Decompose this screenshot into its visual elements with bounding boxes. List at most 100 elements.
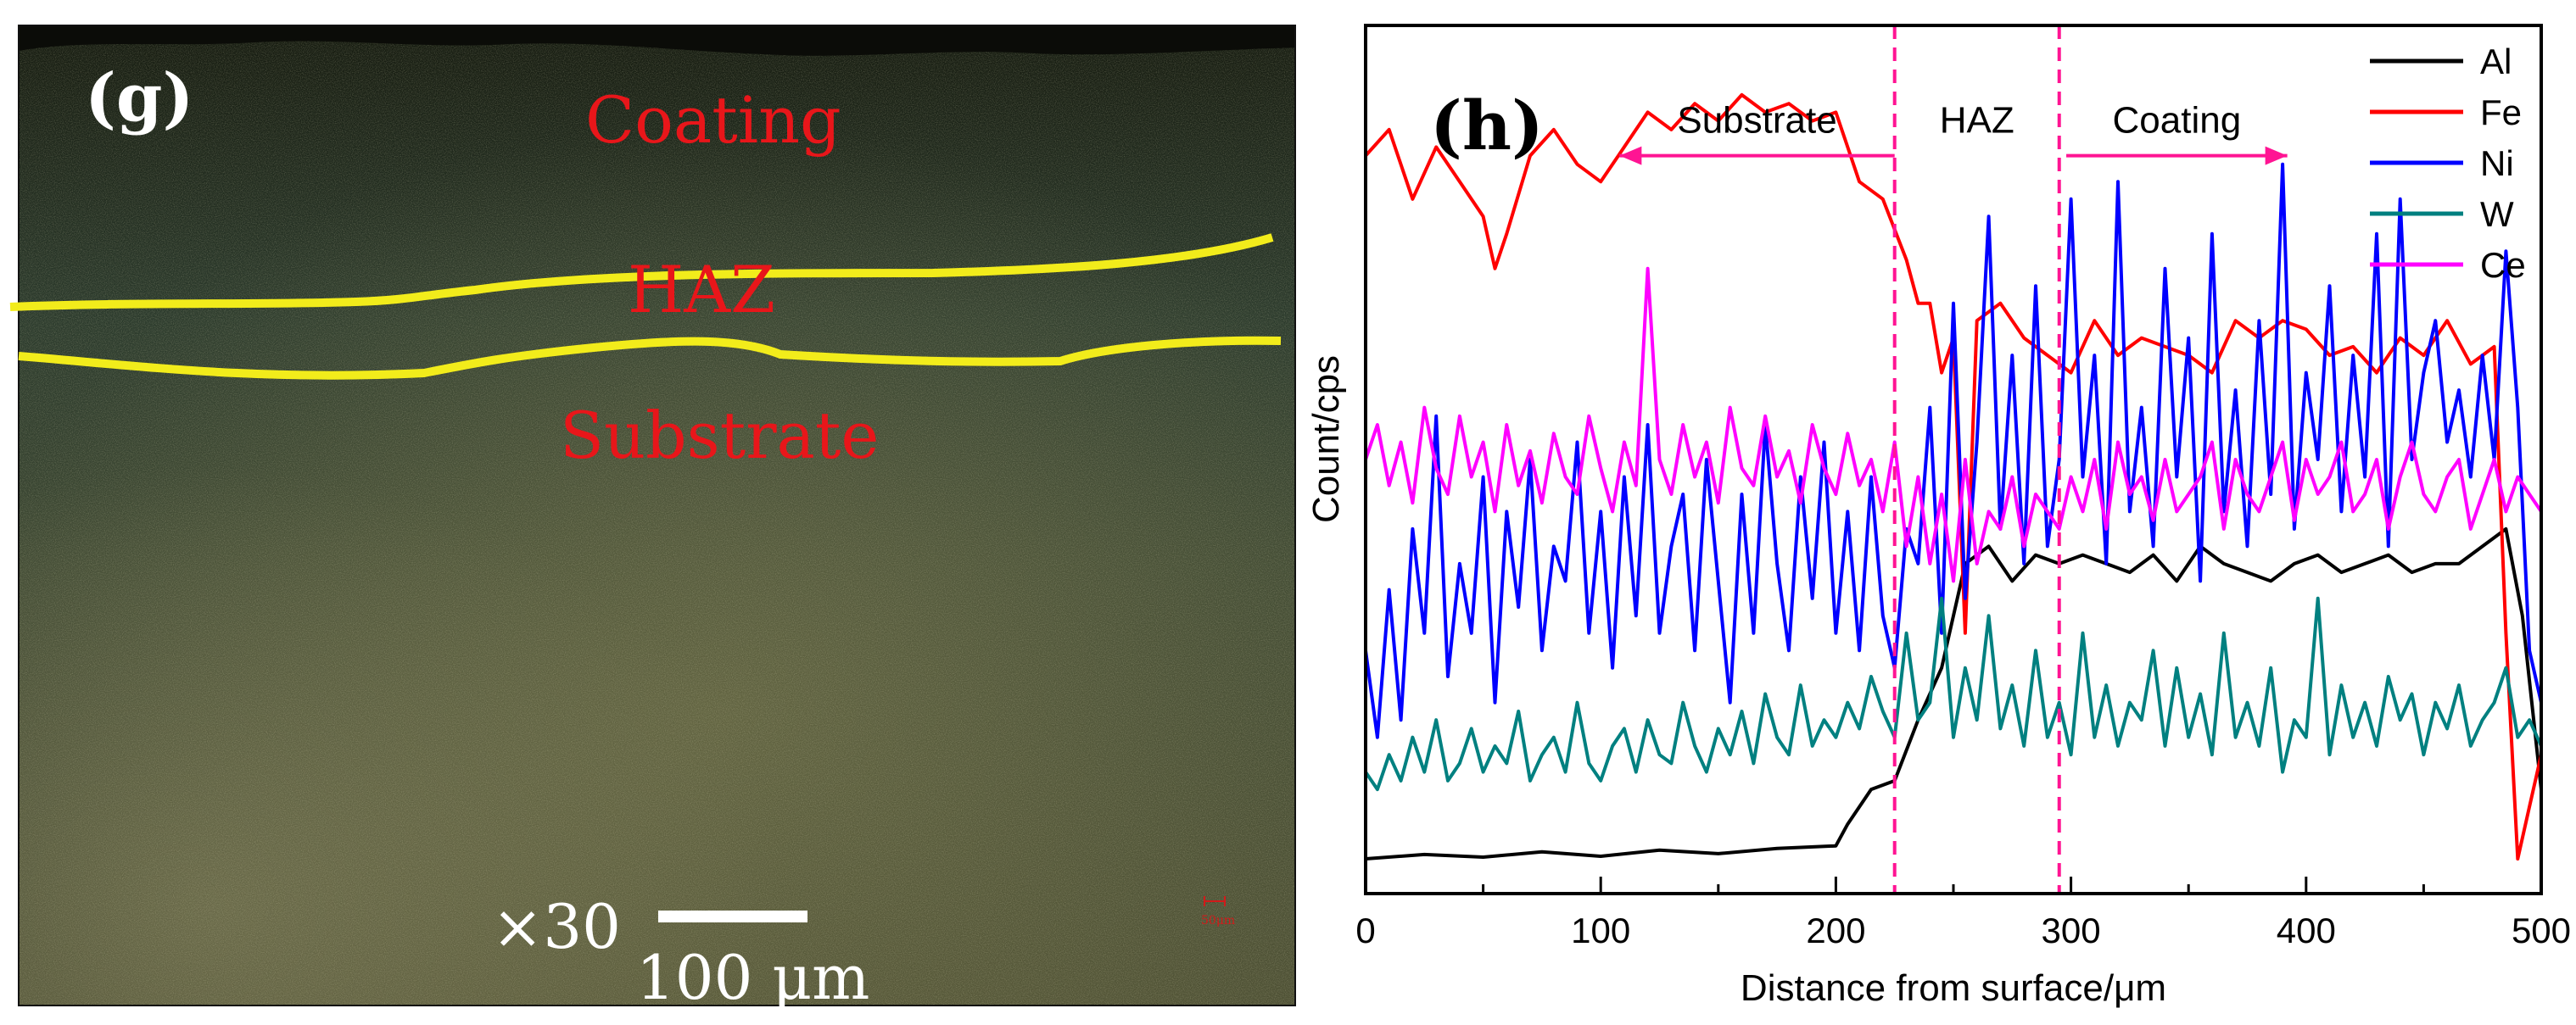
data-point-ce (2504, 510, 2507, 514)
data-point-ni (1693, 649, 1696, 652)
data-point-ni (1517, 605, 1520, 609)
data-point-fe (1693, 102, 1696, 105)
data-point-ce (1446, 493, 1450, 496)
data-point-w (2210, 753, 2214, 756)
legend-label-w: W (2480, 194, 2514, 234)
data-point-w (2140, 718, 2143, 721)
data-point-w (1540, 753, 1544, 756)
data-point-ce (1528, 449, 1532, 453)
data-point-w (2422, 753, 2425, 756)
data-point-ce (2445, 475, 2449, 479)
data-point-ni (2093, 354, 2096, 357)
data-point-fe (1623, 145, 1626, 148)
data-point-ce (1905, 544, 1908, 549)
data-point-ni (2281, 163, 2284, 166)
data-point-ce (1928, 562, 1931, 565)
series-line-fe (1364, 92, 2543, 861)
data-point-ce (1775, 475, 1779, 479)
data-point-ni (2022, 562, 2026, 565)
data-point-w (2516, 736, 2519, 739)
data-point-ni (2210, 232, 2214, 236)
data-point-ce (2222, 527, 2226, 531)
data-point-ni (2269, 493, 2272, 496)
data-point-ce (1599, 466, 1602, 470)
data-point-ce (2305, 458, 2308, 461)
data-point-ce (1846, 432, 1849, 435)
data-point-fe (1599, 180, 1602, 183)
legend-label-fe: Fe (2480, 92, 2522, 132)
data-point-w (2434, 701, 2437, 705)
data-point-w (2175, 666, 2178, 670)
data-point-al (2269, 579, 2272, 583)
data-point-fe (1740, 93, 1744, 97)
data-point-ce (1916, 475, 1919, 479)
data-point-fe (2116, 354, 2120, 357)
data-point-w (2339, 683, 2343, 687)
micrograph-texture (19, 25, 1295, 1006)
data-point-ce (2010, 475, 2014, 479)
data-point-ce (2457, 458, 2461, 461)
data-point-w (2081, 632, 2085, 635)
region-label-substrate: Substrate (560, 398, 879, 473)
data-point-fe (1881, 198, 1885, 201)
data-point-ni (2293, 527, 2296, 531)
data-point-ce (2199, 475, 2202, 479)
data-point-ce (1787, 449, 1791, 453)
data-point-ce (1998, 527, 2002, 531)
data-point-ni (2469, 475, 2473, 479)
data-point-fe (2210, 371, 2214, 375)
data-point-w (1400, 779, 1403, 783)
data-point-al (2410, 571, 2414, 574)
data-point-al (2175, 579, 2178, 583)
data-point-ni (1388, 588, 1391, 592)
data-point-ni (1458, 562, 1461, 565)
data-point-w (1811, 744, 1814, 748)
data-point-w (1634, 771, 1638, 774)
data-point-ce (1752, 484, 1755, 487)
data-point-ce (2469, 527, 2473, 531)
data-point-ce (2175, 510, 2178, 514)
data-point-ni (2081, 475, 2085, 479)
data-point-al (1540, 850, 1544, 854)
data-point-ce (1517, 484, 1520, 487)
data-point-ce (2128, 493, 2132, 496)
data-point-ni (2163, 267, 2167, 270)
data-point-ce (1505, 423, 1508, 426)
data-point-w (2481, 718, 2484, 721)
data-point-w (1434, 718, 1438, 721)
data-point-al (1482, 855, 1485, 859)
data-point-fe (2516, 857, 2519, 861)
data-point-w (1646, 718, 1650, 721)
data-point-w (2187, 736, 2190, 739)
data-point-ni (1740, 493, 1744, 496)
data-point-ce (1470, 475, 1473, 479)
data-point-ce (1729, 406, 1732, 409)
data-point-ce (2104, 527, 2108, 531)
data-point-ni (1952, 302, 1955, 305)
data-point-ce (2493, 458, 2496, 461)
data-point-ce (2387, 527, 2390, 531)
data-point-w (2293, 718, 2296, 721)
data-point-ni (1482, 475, 1485, 479)
data-point-w (2445, 727, 2449, 731)
data-point-fe (1493, 267, 1497, 270)
data-point-w (2022, 744, 2026, 748)
data-point-ce (2316, 493, 2320, 496)
data-point-ni (1964, 597, 1967, 600)
data-point-ni (1434, 415, 1438, 418)
data-point-w (1517, 710, 1520, 713)
data-point-al (2504, 527, 2507, 531)
data-point-ce (2293, 519, 2296, 522)
data-point-w (1975, 718, 1979, 721)
region-label-haz: HAZ (628, 252, 775, 327)
data-point-ni (1940, 632, 1943, 635)
panel-label-g: (g) (85, 59, 193, 136)
data-point-al (1834, 844, 1837, 848)
data-point-w (1964, 666, 1967, 670)
haz-upper-boundary (9, 233, 1274, 311)
data-point-al (1657, 849, 1662, 852)
data-point-ni (2363, 475, 2366, 479)
data-point-w (1446, 779, 1450, 783)
data-point-ni (2399, 198, 2402, 201)
